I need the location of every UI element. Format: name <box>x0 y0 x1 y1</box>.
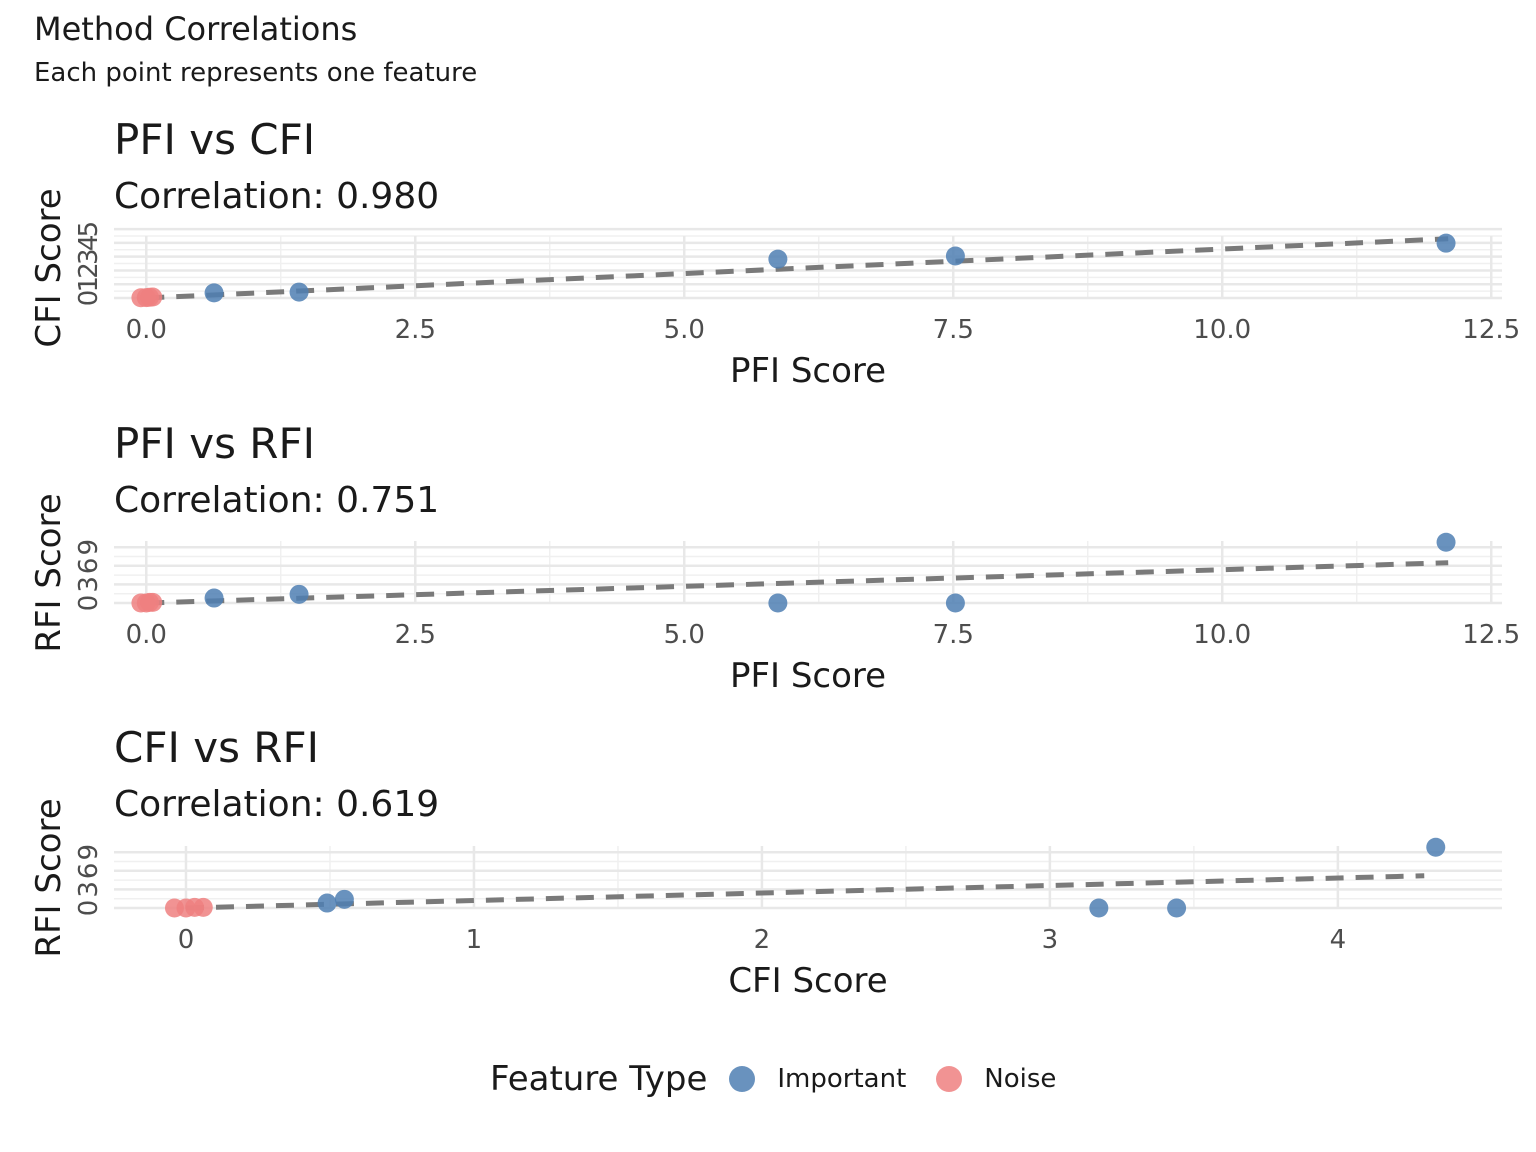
y-tick-label: 0 <box>74 595 104 612</box>
point-important <box>334 889 354 909</box>
legend-key-important <box>729 1066 756 1092</box>
x-tick-label: 2 <box>754 925 771 955</box>
x-tick-label: 0.0 <box>126 620 167 650</box>
trend-line <box>146 236 1449 301</box>
x-tick-label: 10.0 <box>1193 315 1251 345</box>
y-tick-label: 9 <box>74 539 104 556</box>
y-tick-label: 3 <box>74 576 104 593</box>
point-noise <box>143 287 163 307</box>
y-axis-title: RFI Score <box>29 493 69 652</box>
panel-title: PFI vs CFI <box>114 115 315 164</box>
x-axis-title: PFI Score <box>730 351 886 391</box>
panel-subtitle: Correlation: 0.980 <box>114 176 439 217</box>
panel-title: PFI vs RFI <box>114 419 315 468</box>
x-tick-label: 7.5 <box>933 620 974 650</box>
point-important <box>945 246 965 266</box>
x-axis-title: CFI Score <box>728 961 887 1001</box>
x-tick-label: 2.5 <box>395 315 436 345</box>
point-important <box>289 282 309 302</box>
x-tick-label: 0.0 <box>126 315 167 345</box>
x-tick-label: 1 <box>466 925 483 955</box>
point-important <box>1089 898 1109 918</box>
legend-label-important: Important <box>777 1064 907 1094</box>
panel-subtitle: Correlation: 0.751 <box>114 480 439 521</box>
point-noise <box>143 592 163 612</box>
y-axis-title: RFI Score <box>29 798 69 957</box>
point-important <box>945 593 965 613</box>
x-tick-label: 10.0 <box>1193 620 1251 650</box>
point-important <box>1436 233 1456 253</box>
point-important <box>1436 532 1456 552</box>
x-tick-label: 7.5 <box>933 315 974 345</box>
y-axis-title: CFI Score <box>29 188 69 347</box>
point-important <box>1426 837 1446 857</box>
y-tick-label: 3 <box>74 881 104 898</box>
point-important <box>289 584 309 604</box>
legend-title: Feature Type <box>490 1059 708 1099</box>
legend-key-noise <box>936 1066 963 1092</box>
panel-title: CFI vs RFI <box>114 723 319 772</box>
figure-subtitle: Each point represents one feature <box>34 58 478 88</box>
y-tick-label: 2 <box>74 262 104 279</box>
y-tick-label: 6 <box>74 863 104 880</box>
x-tick-label: 2.5 <box>395 620 436 650</box>
x-tick-label: 5.0 <box>664 620 705 650</box>
point-important <box>317 893 337 913</box>
point-important <box>204 588 224 608</box>
point-important <box>768 249 788 269</box>
legend: Feature Type Important Noise <box>490 1057 1086 1101</box>
trend-line <box>185 873 1425 911</box>
x-axis-title: PFI Score <box>730 656 886 696</box>
x-tick-label: 3 <box>1042 925 1059 955</box>
x-tick-label: 12.5 <box>1462 315 1520 345</box>
point-important <box>1167 898 1187 918</box>
y-tick-label: 3 <box>74 248 104 265</box>
legend-label-noise: Noise <box>984 1064 1057 1094</box>
y-tick-label: 1 <box>74 276 104 293</box>
x-tick-label: 12.5 <box>1462 620 1520 650</box>
y-tick-label: 5 <box>74 221 104 238</box>
figure-title: Method Correlations <box>34 10 358 48</box>
y-tick-label: 0 <box>74 290 104 307</box>
y-tick-label: 9 <box>74 844 104 861</box>
legend-item-noise: Noise <box>936 1064 1056 1094</box>
trend-line <box>146 560 1449 606</box>
y-tick-label: 4 <box>74 235 104 252</box>
point-important <box>204 283 224 303</box>
point-noise <box>193 897 213 917</box>
legend-item-important: Important <box>729 1064 906 1094</box>
y-tick-label: 6 <box>74 558 104 575</box>
point-important <box>768 593 788 613</box>
x-tick-label: 4 <box>1330 925 1347 955</box>
panel-subtitle: Correlation: 0.619 <box>114 784 439 825</box>
x-tick-label: 0 <box>178 925 195 955</box>
x-tick-label: 5.0 <box>664 315 705 345</box>
y-tick-label: 0 <box>74 900 104 917</box>
